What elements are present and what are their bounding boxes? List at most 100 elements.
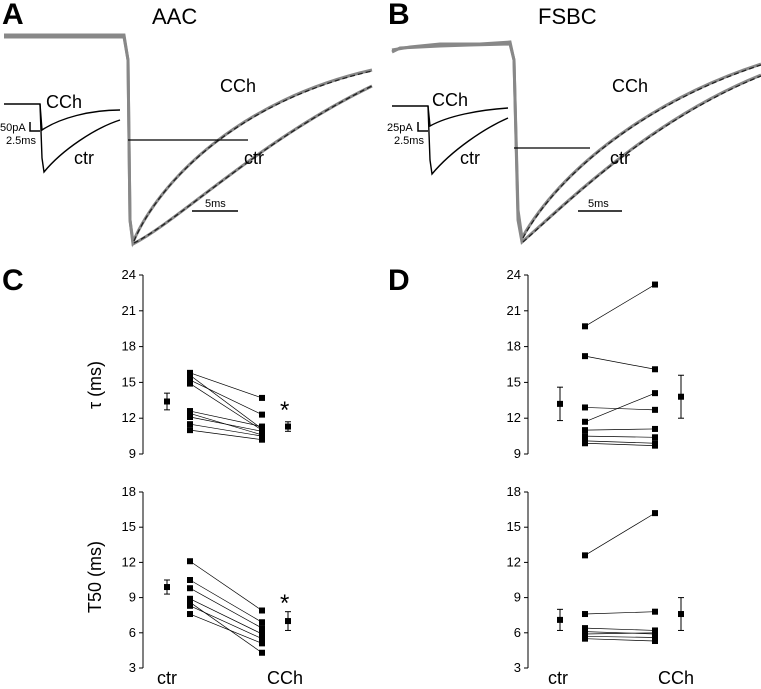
pair-line bbox=[189, 587, 263, 629]
ctr-point bbox=[187, 611, 193, 618]
y-tick-label: 9 bbox=[129, 446, 136, 461]
aac-inset-label-ctr: ctr bbox=[74, 148, 94, 168]
ctr-point bbox=[187, 595, 193, 602]
fsbc-inset-scale-time: 2.5ms bbox=[394, 135, 424, 147]
fsbc-inset-scale-l bbox=[417, 122, 428, 132]
pair-line bbox=[584, 435, 656, 438]
y-tick-label: 24 bbox=[507, 267, 521, 282]
ctr-point bbox=[187, 577, 193, 583]
cell-title-aac: AAC bbox=[152, 4, 197, 29]
y-tick-label: 15 bbox=[122, 374, 136, 389]
aac-main-label-ctr: ctr bbox=[244, 148, 264, 168]
pair-line bbox=[584, 635, 656, 638]
fsbc-main-ctr-trace bbox=[391, 42, 761, 245]
category-label-cch-c: CCh bbox=[267, 668, 303, 688]
pair-line bbox=[189, 379, 263, 415]
fsbc-inset-ctr-trace bbox=[427, 105, 509, 176]
y-tick-label: 9 bbox=[129, 590, 136, 605]
ctr-point bbox=[187, 585, 193, 592]
y-axis-title-t50: T50 (ms) bbox=[85, 541, 105, 613]
y-tick-label: 9 bbox=[514, 446, 521, 461]
pair-line bbox=[584, 355, 656, 370]
ipsc-traces-aac bbox=[4, 33, 373, 248]
mean-cch-point bbox=[285, 423, 291, 430]
aac-fit-cch bbox=[133, 70, 373, 242]
aac-main-cch-trace bbox=[4, 33, 373, 248]
pair-line bbox=[584, 440, 656, 444]
cch-point bbox=[652, 442, 658, 449]
category-label-ctr-d: ctr bbox=[548, 668, 568, 688]
ctr-point bbox=[582, 440, 588, 447]
cch-point bbox=[652, 366, 658, 373]
pair-line bbox=[584, 442, 656, 446]
pair-line bbox=[189, 598, 263, 635]
cch-point bbox=[652, 638, 658, 645]
y-tick-label: 6 bbox=[514, 625, 521, 640]
panel-letter-b: B bbox=[388, 0, 410, 31]
panel-letter-a: A bbox=[2, 0, 24, 31]
y-tick-label: 18 bbox=[507, 339, 521, 354]
ctr-point bbox=[582, 404, 588, 411]
fsbc-inset-cch-trace bbox=[392, 105, 509, 128]
ctr-point bbox=[187, 421, 193, 428]
cch-point bbox=[259, 607, 265, 614]
aac-inset-scale-l bbox=[29, 122, 40, 132]
y-tick-label: 3 bbox=[129, 660, 136, 675]
cch-point bbox=[259, 436, 265, 443]
y-tick-label: 24 bbox=[122, 267, 136, 282]
cch-point bbox=[652, 406, 658, 413]
cell-title-fsbc: FSBC bbox=[538, 4, 597, 29]
plot-d-t50: 3 6 9 12 15 18 bbox=[507, 484, 684, 675]
pair-line bbox=[189, 613, 263, 644]
cch-point bbox=[259, 619, 265, 626]
significance-star-t50-c: * bbox=[280, 590, 289, 617]
ctr-point bbox=[582, 611, 588, 618]
ctr-point bbox=[582, 323, 588, 330]
fsbc-inset-scale-amplitude: 25pA bbox=[387, 122, 413, 134]
ctr-point bbox=[582, 353, 588, 360]
significance-star-tau-c: * bbox=[280, 397, 289, 424]
cch-point bbox=[259, 428, 265, 435]
fsbc-fit-ctr bbox=[522, 75, 761, 243]
fsbc-main-scale-time: 5ms bbox=[588, 198, 609, 210]
y-tick-label: 12 bbox=[122, 410, 136, 425]
plot-c-t50: 3 6 9 12 15 18 bbox=[122, 484, 291, 675]
cch-point bbox=[652, 390, 658, 397]
cch-point bbox=[259, 411, 265, 418]
y-axis-title-tau: τ (ms) bbox=[85, 361, 105, 409]
ctr-point bbox=[582, 625, 588, 632]
y-tick-label: 3 bbox=[514, 660, 521, 675]
aac-inset-ctr-trace bbox=[39, 103, 121, 174]
pair-line bbox=[189, 560, 263, 611]
pair-line bbox=[584, 638, 656, 642]
ctr-point bbox=[187, 380, 193, 387]
category-label-cch-d: CCh bbox=[658, 668, 694, 688]
ctr-point bbox=[187, 558, 193, 565]
ctr-point bbox=[187, 602, 193, 609]
cch-point bbox=[259, 649, 265, 656]
fsbc-main-label-ctr: ctr bbox=[610, 148, 630, 168]
pair-line bbox=[584, 407, 656, 411]
mean-cch-point bbox=[678, 393, 684, 400]
ctr-point bbox=[187, 377, 193, 384]
panel-letter-d: D bbox=[388, 264, 410, 297]
pair-line bbox=[189, 602, 263, 654]
ctr-point bbox=[187, 427, 193, 434]
cch-point bbox=[259, 394, 265, 401]
aac-inset-label-cch: CCh bbox=[46, 92, 82, 112]
plot-c-tau: 9 12 15 18 21 24 bbox=[122, 267, 291, 461]
panel-letter-c: C bbox=[2, 264, 24, 297]
plot-d-tau: 9 12 15 18 21 24 bbox=[507, 267, 684, 461]
cch-point bbox=[259, 423, 265, 430]
mean-ctr-point bbox=[557, 616, 563, 623]
pair-line bbox=[584, 512, 656, 556]
aac-inset-scale-amplitude: 50pA bbox=[0, 122, 26, 134]
cch-point bbox=[652, 281, 658, 288]
aac-inset-cch-trace bbox=[4, 103, 121, 132]
pair-line bbox=[189, 372, 263, 399]
pair-line bbox=[584, 392, 656, 423]
pair-line bbox=[189, 416, 263, 432]
mean-ctr-point bbox=[557, 400, 563, 407]
cch-point bbox=[259, 433, 265, 440]
pair-line bbox=[189, 410, 263, 427]
